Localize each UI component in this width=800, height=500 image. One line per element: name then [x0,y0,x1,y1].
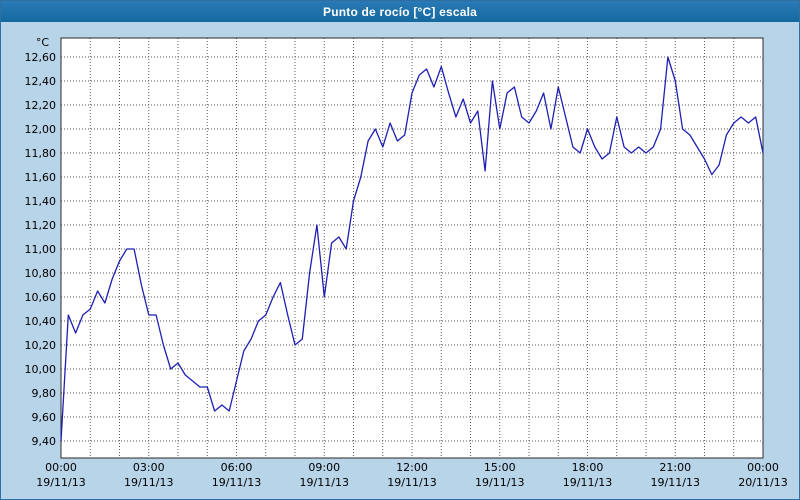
y-tick-label: 10,60 [25,291,57,304]
y-tick-label: 12,40 [25,75,57,88]
x-date-label: 19/11/13 [475,476,524,489]
x-tick-label: 00:00 [747,461,779,474]
x-date-label: 19/11/13 [563,476,612,489]
window-title-bar: Punto de rocío [°C] escala [1,1,799,22]
y-tick-label: 10,20 [25,339,57,352]
x-tick-label: 18:00 [572,461,604,474]
y-tick-label: 12,20 [25,99,57,112]
dew-point-line-chart: 12,60 12,40 12,20 12,00 11,80 11,60 11,40 11,20… [25,36,788,489]
y-tick-label: 11,80 [25,147,57,160]
y-tick-label: 9,40 [32,435,57,448]
y-tick-label: 11,60 [25,171,57,184]
chart-panel: 12,60 12,40 12,20 12,00 11,80 11,60 11,40 11,20… [1,22,799,499]
x-tick-label: 21:00 [659,461,691,474]
x-date-label: 19/11/13 [300,476,349,489]
x-tick-label: 12:00 [396,461,428,474]
window-title: Punto de rocío [°C] escala [322,4,478,19]
y-tick-label: 12,00 [25,123,57,136]
y-tick-label: 10,40 [25,315,57,328]
x-date-label: 19/11/13 [36,476,85,489]
x-tick-label: 15:00 [484,461,516,474]
x-date-label: 19/11/13 [387,476,436,489]
y-axis-unit-label: °C [36,36,50,49]
x-date-label: 19/11/13 [212,476,261,489]
x-tick-label: 03:00 [133,461,165,474]
x-date-label: 20/11/13 [738,476,787,489]
y-tick-label: 10,80 [25,267,57,280]
y-tick-label: 9,80 [32,387,57,400]
y-tick-label: 10,00 [25,363,57,376]
x-tick-label: 06:00 [221,461,253,474]
y-tick-label: 11,40 [25,195,57,208]
y-tick-label: 12,60 [25,51,57,64]
y-tick-label: 9,60 [32,411,57,424]
plot-border [60,37,764,459]
y-tick-label: 11,00 [25,243,57,256]
y-tick-label: 11,20 [25,219,57,232]
x-tick-label: 00:00 [45,461,77,474]
x-date-label: 19/11/13 [124,476,173,489]
x-tick-label: 09:00 [308,461,340,474]
x-date-label: 19/11/13 [651,476,700,489]
dew-point-series-line [60,56,764,442]
